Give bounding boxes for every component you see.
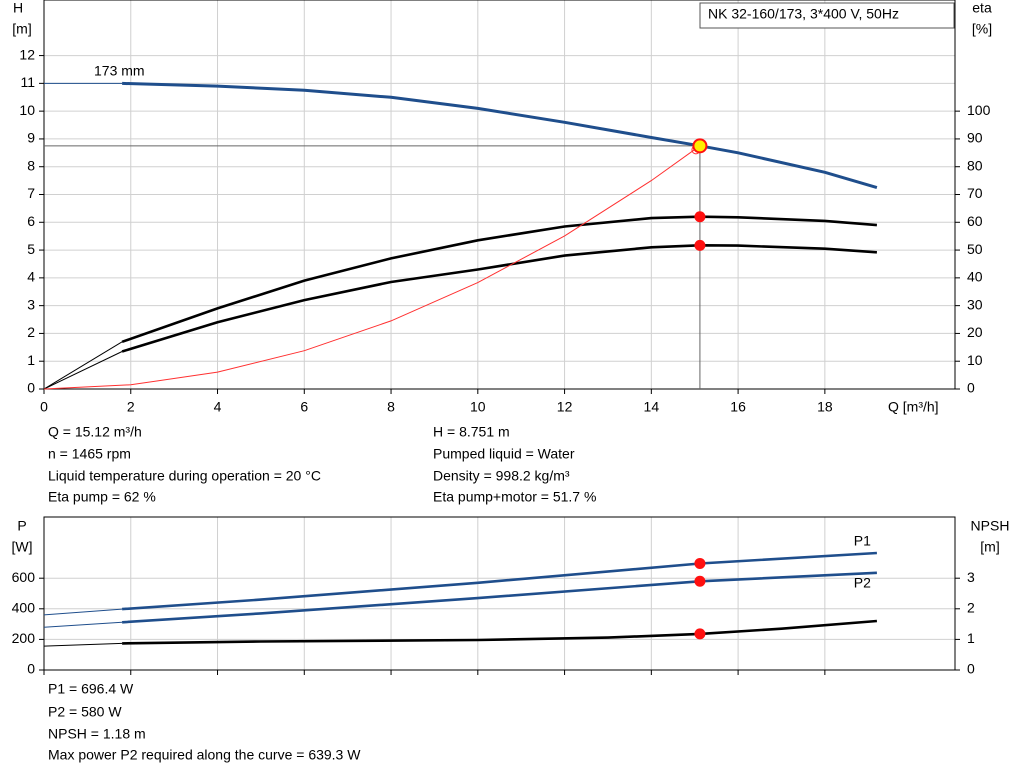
y-axis-unit: [W] xyxy=(12,539,33,555)
chart-title: NK 32-160/173, 3*400 V, 50Hz xyxy=(708,6,899,22)
duty-point xyxy=(694,628,706,640)
info-text: n = 1465 rpm xyxy=(48,446,131,462)
y2-tick-label: 0 xyxy=(967,380,975,396)
duty-point xyxy=(694,239,706,251)
info-text: P2 = 580 W xyxy=(48,704,122,720)
y2-tick-label: 50 xyxy=(967,241,983,257)
y-tick-label: 12 xyxy=(19,46,35,62)
y-axis-unit: [m] xyxy=(12,21,31,37)
y2-axis-label: NPSH xyxy=(971,518,1010,534)
x-tick-label: 4 xyxy=(214,399,222,415)
curve-extension xyxy=(43,341,123,390)
y2-tick-label: 100 xyxy=(967,102,991,118)
x-tick-label: 0 xyxy=(40,399,48,415)
curve xyxy=(122,571,877,624)
y2-tick-label: 2 xyxy=(967,600,975,616)
plot-frame xyxy=(43,0,956,390)
title-box xyxy=(699,2,955,29)
y2-tick-label: 80 xyxy=(967,157,983,173)
x-tick-label: 16 xyxy=(730,399,746,415)
curve xyxy=(121,243,877,353)
plots: 0 2 4 6 8 10 12 14 16 180123456789101112010203040… xyxy=(12,0,991,677)
x-axis-label: Q [m³/h] xyxy=(888,399,939,415)
y2-axis-label: eta xyxy=(972,0,992,16)
y-tick-label: 3 xyxy=(27,296,35,312)
curve xyxy=(122,81,878,190)
y-tick-label: 0 xyxy=(27,380,35,396)
curve xyxy=(122,619,878,645)
x-tick-label: 14 xyxy=(644,399,660,415)
info-text: Eta pump+motor = 51.7 % xyxy=(433,489,596,505)
plot-frame xyxy=(43,516,956,671)
y2-tick-label: 0 xyxy=(967,661,975,677)
y2-tick-label: 10 xyxy=(967,352,983,368)
y2-tick-label: 1 xyxy=(967,630,975,646)
y2-tick-label: 40 xyxy=(967,269,983,285)
info-text: Liquid temperature during operation = 20… xyxy=(48,468,321,484)
system-curve xyxy=(43,145,701,390)
info-text: Q = 15.12 m³/h xyxy=(48,424,142,440)
info-text: Max power P2 required along the curve = … xyxy=(48,747,361,763)
y-tick-label: 6 xyxy=(27,213,35,229)
y-tick-label: 9 xyxy=(27,130,35,146)
y-tick-label: 4 xyxy=(27,269,35,285)
y-tick-label: 600 xyxy=(12,569,36,585)
duty-point xyxy=(694,557,706,569)
curve-label: 173 mm xyxy=(94,63,145,79)
x-tick-label: 18 xyxy=(817,399,833,415)
y-tick-label: 2 xyxy=(27,324,35,340)
y2-tick-label: 60 xyxy=(967,213,983,229)
y2-tick-label: 30 xyxy=(967,296,983,312)
y-tick-label: 200 xyxy=(12,630,36,646)
y-tick-label: 1 xyxy=(27,352,35,368)
y-tick-label: 11 xyxy=(20,74,35,90)
y2-tick-label: 3 xyxy=(967,569,975,585)
x-tick-label: 12 xyxy=(557,399,573,415)
x-tick-label: 8 xyxy=(387,399,395,415)
duty-point xyxy=(694,575,706,587)
series-label: P2 xyxy=(854,575,871,591)
curve-extension xyxy=(43,642,123,647)
y-tick-label: 7 xyxy=(27,185,35,201)
duty-point xyxy=(692,138,708,154)
y2-tick-label: 90 xyxy=(967,130,983,146)
y2-axis-unit: [m] xyxy=(980,539,999,555)
y2-tick-label: 20 xyxy=(967,324,983,340)
y-tick-label: 0 xyxy=(27,661,35,677)
y-axis-label: P xyxy=(17,518,26,534)
info-text: Eta pump = 62 % xyxy=(48,489,156,505)
y-tick-label: 5 xyxy=(27,241,35,257)
curve-extension xyxy=(43,608,123,616)
x-tick-label: 2 xyxy=(127,399,135,415)
y-tick-label: 10 xyxy=(19,102,35,118)
y-axis-label: H xyxy=(13,0,23,16)
y2-axis-unit: [%] xyxy=(972,21,992,37)
curve xyxy=(122,551,877,611)
info-text: NPSH = 1.18 m xyxy=(48,726,146,742)
info-text: Pumped liquid = Water xyxy=(433,446,575,462)
curve-extension xyxy=(43,351,123,390)
y-tick-label: 8 xyxy=(27,157,35,173)
info-text: H = 8.751 m xyxy=(433,424,510,440)
info-text: P1 = 696.4 W xyxy=(48,681,134,697)
series-label: P1 xyxy=(854,533,871,549)
plot-area xyxy=(44,517,955,670)
x-tick-label: 10 xyxy=(470,399,486,415)
duty-point xyxy=(694,211,706,223)
info-text: Density = 998.2 kg/m³ xyxy=(433,468,570,484)
x-tick-label: 6 xyxy=(300,399,308,415)
curve xyxy=(121,215,878,344)
y-tick-label: 400 xyxy=(12,600,36,616)
curve-extension xyxy=(43,621,123,628)
y2-tick-label: 70 xyxy=(967,185,983,201)
